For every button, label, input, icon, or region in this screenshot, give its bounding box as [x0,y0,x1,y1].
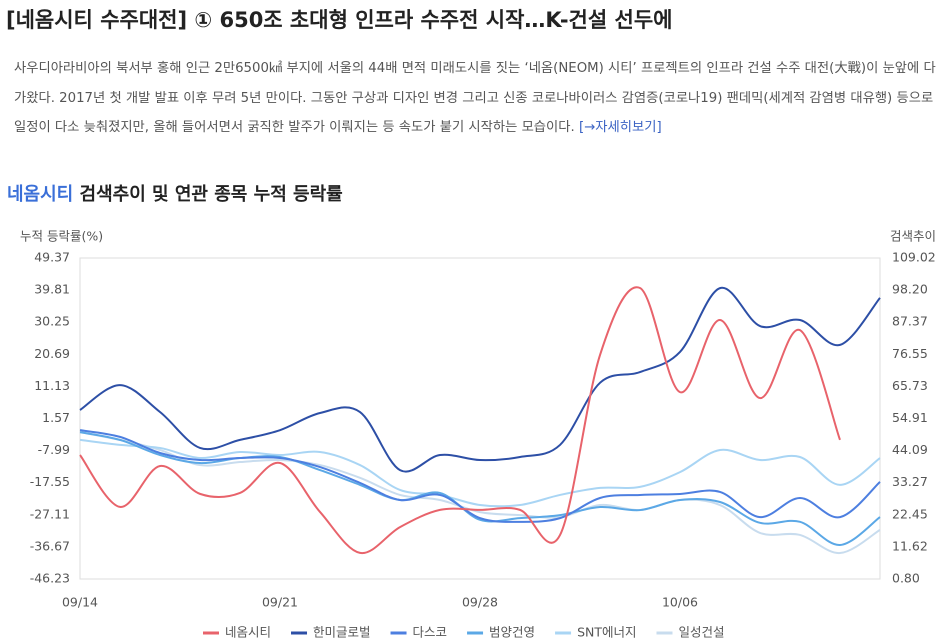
y2-tick-label: 65.73 [892,378,928,393]
chart-title: 네옴시티 검색추이 및 연관 종목 누적 등락률 [7,180,343,206]
y-tick-label: 11.13 [34,378,70,393]
x-tick-label: 10/06 [662,595,698,610]
more-link[interactable]: [→자세히보기] [578,120,662,135]
x-tick-label: 09/21 [262,595,298,610]
y2-tick-label: 87.37 [892,314,928,329]
y2-tick-label: 76.55 [892,346,928,361]
y-tick-label: -27.11 [30,506,70,521]
series-line [79,431,881,555]
article-body: 사우디아라비아의 북서부 홍해 인근 2만6500㎢ 부지에 서울의 44배 면… [14,54,940,143]
y-tick-label: 1.57 [42,410,70,425]
y-tick-label: -17.55 [30,474,70,489]
y2-tick-label: 11.62 [892,538,928,553]
y-tick-label: 49.37 [34,250,70,265]
series-line [79,431,881,546]
series-line [79,438,881,508]
x-tick-label: 09/28 [462,595,498,610]
y2-tick-label: 98.20 [892,282,928,297]
title-keyword: 네옴시티 [7,184,74,205]
y2-tick-label: 22.45 [892,506,928,521]
y2-tick-label: 0.80 [892,571,920,586]
y2-tick-label: 33.27 [892,474,928,489]
x-tick-label: 09/14 [62,595,98,610]
legend-label: 한미글로벌 [313,625,371,640]
y2-axis-label: 검색추이 [890,229,936,244]
y-axis-label: 누적 등락률(%) [20,229,103,244]
headline: [네옴시티 수주대전] ① 650조 초대형 인프라 수주전 시작…K-건설 선… [6,8,673,32]
y-tick-label: 39.81 [34,282,70,297]
legend-label: 범양건영 [489,625,535,640]
title-text: 검색추이 및 연관 종목 누적 등락률 [79,184,343,205]
series-line [79,286,841,554]
y-tick-label: -36.67 [30,538,70,553]
body-text: 사우디아라비아의 북서부 홍해 인근 2만6500㎢ 부지에 서울의 44배 면… [14,61,936,135]
y2-tick-label: 44.09 [892,442,928,457]
y2-tick-label: 109.02 [892,250,936,265]
plot-frame [79,257,881,580]
y-tick-label: 20.69 [34,346,70,361]
series-line [79,429,881,523]
legend-label: SNT에너지 [577,625,636,640]
y-tick-label: -7.99 [38,442,70,457]
y2-tick-label: 54.91 [892,410,928,425]
series-line [79,287,881,473]
y-tick-label: 30.25 [34,314,70,329]
legend-label: 일성건설 [678,625,724,640]
legend-label: 다스코 [413,625,448,640]
y-tick-label: -46.23 [30,571,70,586]
legend-label: 네옴시티 [225,625,271,640]
